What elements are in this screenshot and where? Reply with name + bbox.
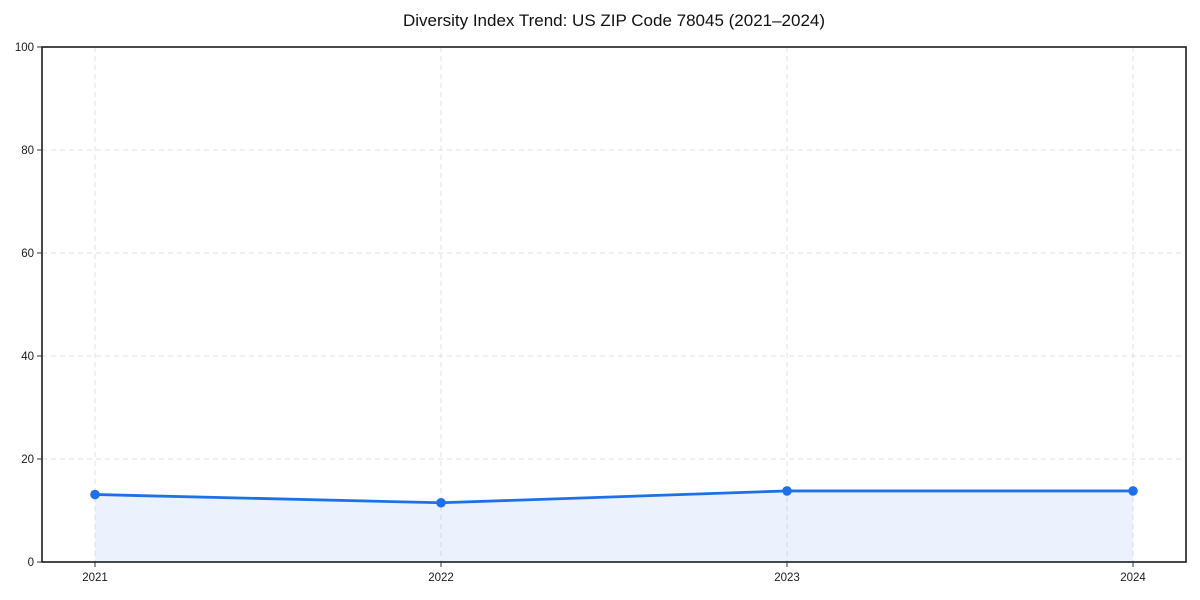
y-axis-tick-label: 0 [28,557,34,569]
axis-tick-marks [37,46,1134,567]
x-axis-tick-label: 2022 [428,572,454,584]
area-fill [95,490,1133,562]
y-axis-tick-label: 60 [21,248,34,260]
chart-title: Diversity Index Trend: US ZIP Code 78045… [402,11,826,30]
x-axis-tick-label: 2024 [1120,572,1146,584]
data-point-marker [436,497,446,508]
data-point-marker [782,486,792,496]
x-axis-tick-label: 2021 [82,572,108,584]
y-axis-tick-label: 20 [21,454,34,466]
gridlines [42,47,1186,562]
y-axis-tick-label: 80 [21,145,34,157]
x-axis-tick-label: 2023 [774,572,800,584]
y-axis-tick-label: 100 [15,42,34,54]
data-point-marker [90,489,100,500]
data-point-markers [90,486,1138,508]
axis-tick-labels: 2021 2022 2023 2024 0 20 40 60 80 100 [15,42,1147,584]
trend-line [93,489,1135,505]
data-point-marker [1128,486,1138,496]
plot-border [41,46,1187,563]
y-axis-tick-label: 40 [21,351,34,363]
